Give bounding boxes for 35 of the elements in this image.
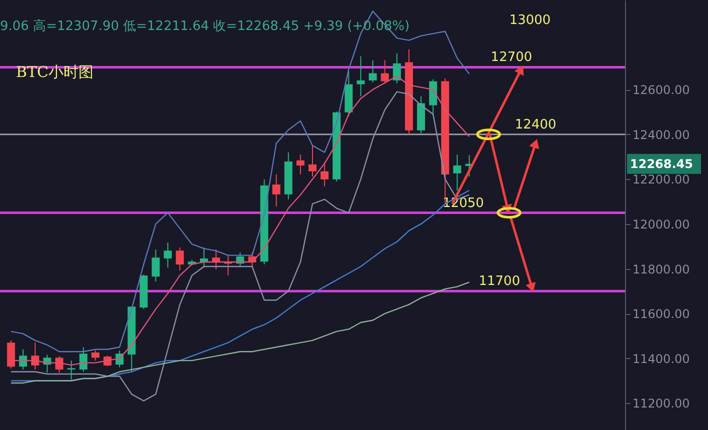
candlestick bbox=[19, 348, 28, 370]
candlestick bbox=[380, 60, 389, 84]
ref-line-label: 12400 bbox=[514, 117, 556, 132]
candlestick bbox=[7, 340, 16, 369]
y-tick-label: 11200.00 bbox=[632, 396, 690, 411]
candlestick bbox=[453, 154, 462, 191]
ref-line-label: 12700 bbox=[490, 50, 532, 66]
candlestick bbox=[308, 145, 316, 177]
y-tick-label: 12000.00 bbox=[632, 217, 690, 232]
y-tick-label: 11800.00 bbox=[632, 262, 690, 276]
candlestick bbox=[164, 242, 172, 268]
candlestick bbox=[79, 346, 88, 372]
text: BTC小时图 bbox=[16, 63, 94, 81]
candlestick bbox=[152, 248, 160, 282]
ref-line-label: 11700 bbox=[478, 274, 520, 290]
candlestick bbox=[272, 174, 280, 207]
ref-line-label: 12050 bbox=[442, 196, 484, 211]
candlestick bbox=[91, 350, 100, 362]
candlestick bbox=[176, 246, 184, 272]
candlestick bbox=[67, 360, 76, 380]
text: 12268.45 bbox=[630, 156, 694, 171]
y-tick-label: 11400.00 bbox=[632, 352, 690, 366]
candlestick bbox=[356, 56, 365, 97]
candlestick bbox=[55, 356, 64, 374]
text: 13000 bbox=[509, 13, 551, 28]
y-tick-label: 12400.00 bbox=[632, 128, 690, 142]
line-series bbox=[10, 282, 470, 384]
candlestick bbox=[31, 342, 40, 370]
candlestick bbox=[368, 60, 377, 83]
candlestick bbox=[392, 52, 401, 84]
y-tick-label: 11600.00 bbox=[632, 307, 690, 322]
candlestick bbox=[296, 154, 304, 175]
candlestick bbox=[320, 162, 329, 187]
y-tick-label: 12600.00 bbox=[632, 83, 690, 98]
y-tick-label: 12200.00 bbox=[632, 172, 690, 187]
